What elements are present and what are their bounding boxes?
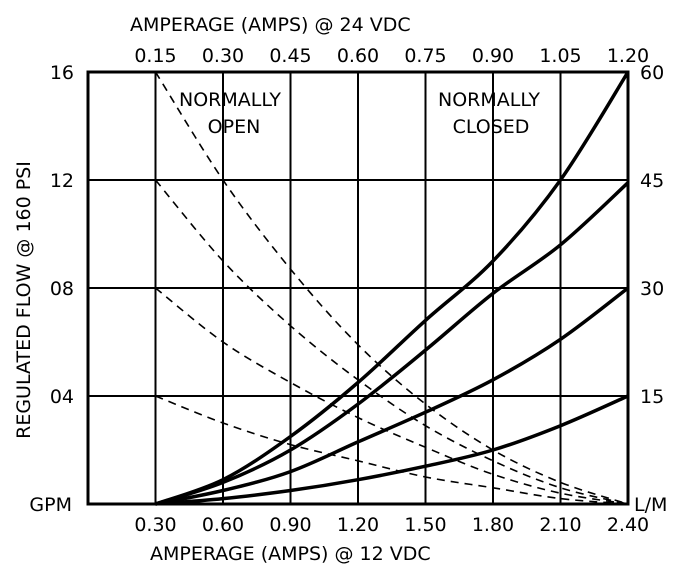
left-tick-label: 12 (50, 170, 74, 192)
normally-closed-curve (154, 181, 630, 506)
normally-open-curve (155, 395, 629, 505)
series-layer (154, 71, 630, 506)
top-tick-label: 0.45 (269, 45, 311, 67)
left-tick-label: 16 (50, 62, 74, 84)
normally-open-label-line2: OPEN (208, 116, 261, 138)
normally-closed-curve (154, 71, 630, 506)
bottom-tick-label: 1.20 (337, 514, 379, 536)
bottom-tick-label: 2.10 (539, 514, 581, 536)
left-tick-label: 08 (50, 278, 74, 300)
top-tick-label: 0.60 (337, 45, 379, 67)
bottom-tick-label: 2.40 (607, 514, 649, 536)
normally-closed-curve (155, 286, 630, 506)
bottom-axis-label: AMPERAGE (AMPS) @ 12 VDC (150, 543, 431, 565)
top-tick-label: 1.05 (539, 45, 581, 67)
tick-layer: 0.30 0.60 0.90 1.20 1.50 1.80 2.10 2.40 0.15 0.30… (50, 45, 664, 536)
normally-closed-label-line1: NORMALLY (438, 89, 540, 111)
normally-open-curve (155, 287, 629, 505)
top-tick-label: 0.75 (404, 45, 446, 67)
plot-frame (86, 70, 630, 506)
bottom-tick-label: 0.30 (134, 514, 176, 536)
right-axis-unit: L/M (634, 494, 667, 516)
right-tick-label: 15 (640, 386, 664, 408)
normally-closed-curve (155, 394, 629, 506)
top-axis-label: AMPERAGE (AMPS) @ 24 VDC (130, 14, 411, 36)
top-tick-label: 0.15 (134, 45, 176, 67)
left-tick-label: 04 (50, 386, 74, 408)
top-tick-label: 1.20 (607, 45, 649, 67)
right-tick-label: 60 (640, 62, 664, 84)
right-tick-label: 45 (640, 170, 664, 192)
bottom-tick-label: 0.90 (269, 514, 311, 536)
left-axis-unit: GPM (29, 494, 72, 516)
normally-open-curve (154, 71, 629, 505)
top-tick-label: 0.30 (202, 45, 244, 67)
bottom-tick-label: 1.50 (404, 514, 446, 536)
top-tick-label: 0.90 (472, 45, 514, 67)
right-tick-label: 30 (640, 278, 664, 300)
normally-open-label-line1: NORMALLY (179, 89, 281, 111)
left-axis-label: REGULATED FLOW @ 160 PSI (13, 161, 35, 439)
bottom-tick-label: 0.60 (202, 514, 244, 536)
normally-closed-label-line2: CLOSED (453, 116, 530, 138)
normally-open-curve (154, 179, 629, 505)
grid-layer (88, 72, 628, 504)
bottom-tick-label: 1.80 (472, 514, 514, 536)
